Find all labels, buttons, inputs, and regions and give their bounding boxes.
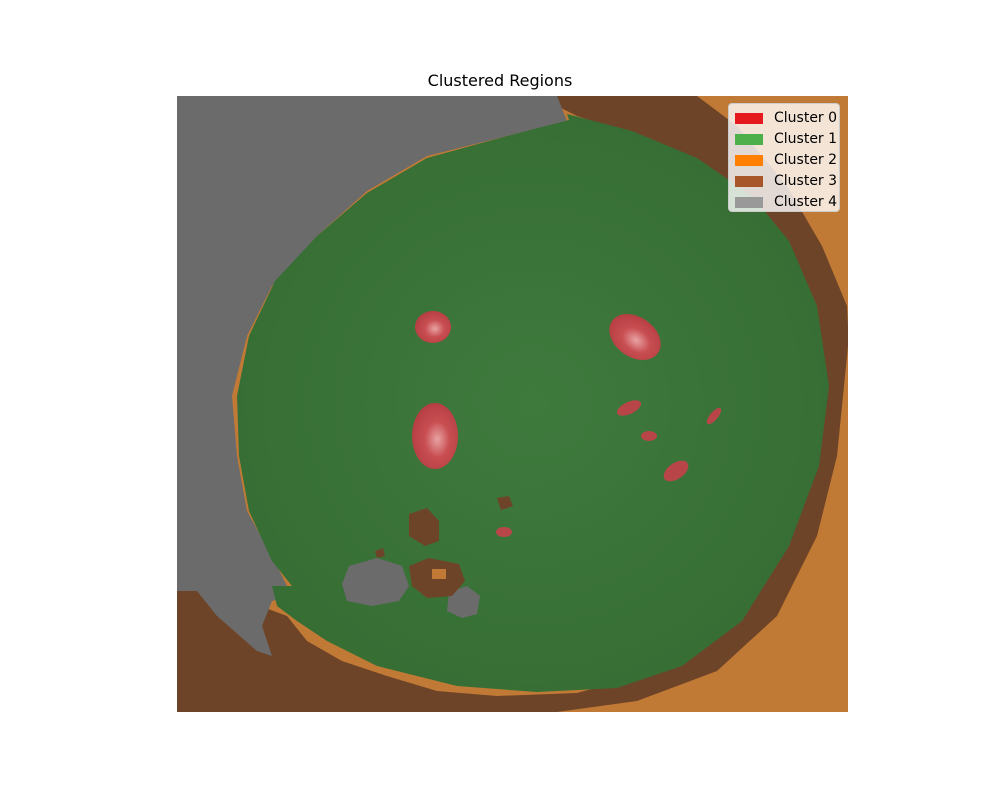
legend-swatch [735, 155, 763, 166]
cluster-4-region [177, 96, 567, 656]
cluster-4-hole-2 [447, 586, 480, 618]
cluster-0-blob-4 [616, 400, 642, 416]
legend-label: Cluster 2 [774, 152, 838, 168]
legend-label: Cluster 0 [774, 110, 838, 126]
legend-swatch [735, 113, 763, 124]
chart-title: Clustered Regions [427, 71, 573, 90]
legend-swatch [735, 134, 763, 145]
cluster-4-hole-1 [342, 558, 409, 606]
cluster-0-blob-5 [641, 431, 657, 441]
cluster-0-blob-8 [496, 527, 512, 537]
legend-label: Cluster 1 [774, 131, 838, 147]
cluster-2-patch [432, 569, 446, 579]
cluster-3-patch-4 [375, 548, 385, 558]
legend-label: Cluster 3 [774, 173, 838, 189]
legend-swatch [735, 197, 763, 208]
legend-item: Cluster 2 [735, 152, 839, 169]
legend-item: Cluster 3 [735, 173, 839, 190]
cluster-3-patch-1 [409, 508, 439, 546]
legend: Cluster 0 Cluster 1 Cluster 2 Cluster 3 Clus… [728, 103, 840, 212]
cluster-3-patch-3 [497, 496, 513, 510]
legend-item: Cluster 4 [735, 194, 839, 211]
cluster-0-blob-3 [412, 403, 458, 469]
cluster-0-blob-1 [415, 311, 451, 343]
cluster-0-blob-6 [663, 460, 689, 482]
cluster-0-blob-7 [706, 407, 722, 425]
cluster-3-region [177, 96, 848, 712]
legend-label: Cluster 4 [774, 194, 838, 210]
legend-swatch [735, 176, 763, 187]
cluster-0-blob-2 [609, 314, 661, 360]
legend-item: Cluster 0 [735, 110, 839, 127]
cluster-1-region [237, 114, 829, 692]
legend-item: Cluster 1 [735, 131, 839, 148]
